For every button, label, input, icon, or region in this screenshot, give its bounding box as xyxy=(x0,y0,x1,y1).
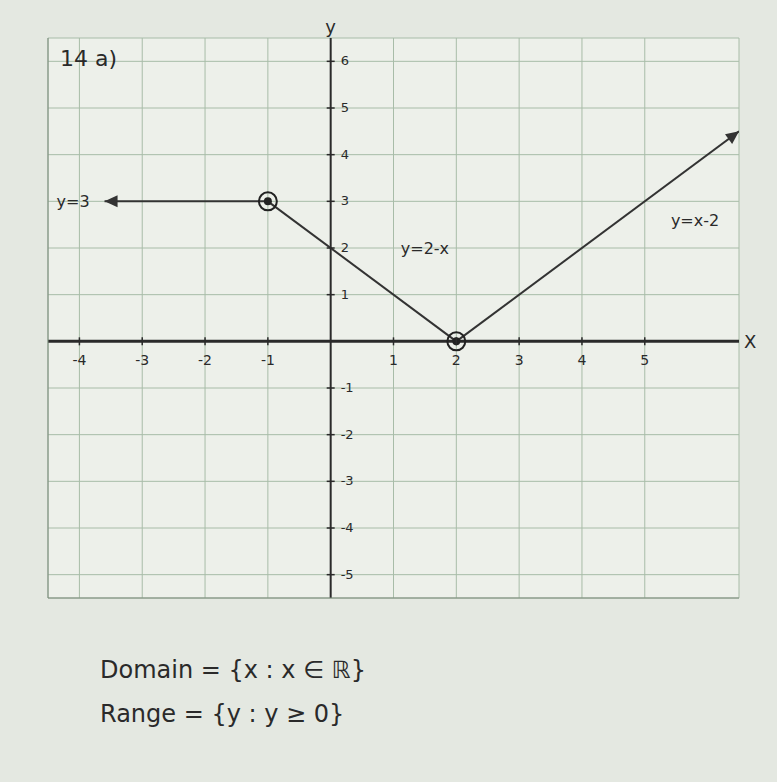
svg-text:X: X xyxy=(744,331,756,352)
svg-text:y=x-2: y=x-2 xyxy=(671,211,719,230)
svg-text:5: 5 xyxy=(640,352,649,368)
svg-text:2: 2 xyxy=(341,240,349,255)
svg-text:4: 4 xyxy=(577,352,586,368)
svg-text:-1: -1 xyxy=(341,380,354,395)
svg-text:-5: -5 xyxy=(341,567,354,582)
svg-text:3: 3 xyxy=(515,352,524,368)
svg-text:3: 3 xyxy=(341,193,349,208)
svg-text:2: 2 xyxy=(452,352,461,368)
svg-text:-4: -4 xyxy=(341,520,354,535)
svg-text:6: 6 xyxy=(341,53,349,68)
svg-text:y=3: y=3 xyxy=(57,192,90,211)
svg-text:1: 1 xyxy=(341,287,349,302)
html-text:14 a): 14 a) xyxy=(60,46,118,71)
svg-text:-2: -2 xyxy=(341,427,354,442)
svg-text:y: y xyxy=(325,16,336,37)
svg-text:-3: -3 xyxy=(135,352,149,368)
svg-text:-3: -3 xyxy=(341,473,354,488)
html-text:Domain = {x : x ∈ ℝ}: Domain = {x : x ∈ ℝ} xyxy=(100,656,366,684)
svg-text:4: 4 xyxy=(341,147,349,162)
svg-text:-2: -2 xyxy=(198,352,212,368)
svg-text:y=2-x: y=2-x xyxy=(401,239,449,258)
svg-text:-1: -1 xyxy=(261,352,275,368)
svg-text:5: 5 xyxy=(341,100,349,115)
svg-text:-4: -4 xyxy=(72,352,86,368)
svg-text:1: 1 xyxy=(389,352,398,368)
html-text:Range = {y : y ≥ 0}: Range = {y : y ≥ 0} xyxy=(100,700,345,728)
